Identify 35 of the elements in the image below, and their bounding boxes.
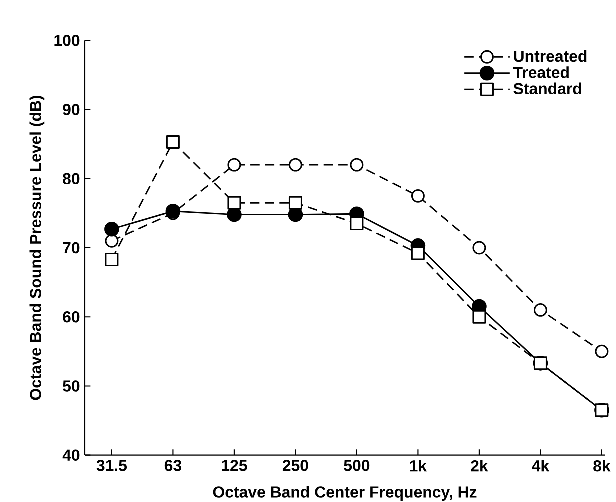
point [104,222,120,237]
legend-label: Standard [514,82,582,94]
y-tick-label: 100 [54,35,80,46]
y-tick-label: 40 [62,450,80,461]
x-tick-label: 2k [471,460,488,472]
y-tick-label: 60 [63,311,80,323]
point [228,196,242,210]
point [166,204,181,219]
x-tick-label: 250 [282,460,308,472]
point [288,158,302,172]
x-tick-label: 125 [222,460,248,472]
point [105,253,119,266]
point [350,217,364,231]
y-tick-label: 80 [63,173,80,185]
x-tick-label: 8k [594,460,611,472]
legend-label: Treated [513,66,569,78]
x-tick-label: 4k [532,460,550,472]
y-tick-label: 50 [63,380,80,392]
x-tick-label: 1k [410,460,428,472]
x-tick-label: 500 [344,460,370,472]
point [288,196,302,210]
point [166,136,180,149]
y-axis-title: Octave Band Sound Pressure Level (dB) [30,96,45,400]
point [350,158,364,172]
point [472,241,486,255]
x-axis-title: Octave Band Center Frequency, Hz [213,486,477,502]
y-tick-label: 90 [63,104,80,116]
x-tick-label: 31.5 [96,460,128,472]
legend-label: Untreated [514,50,587,62]
point [411,246,425,260]
point [534,303,548,317]
y-tick-label: 70 [63,242,80,254]
point [472,310,486,324]
point [595,344,609,358]
x-tick-label: 63 [164,460,182,472]
